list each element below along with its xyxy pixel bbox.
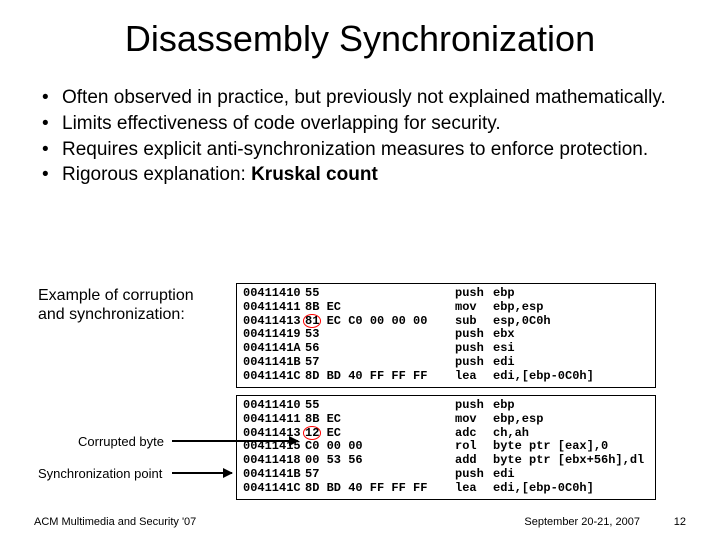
code-row: 00411415C0 00 00rolbyte ptr [eax],0 [243,440,649,454]
code-mnemonic: adc [455,427,493,441]
bullet-item: Rigorous explanation: Kruskal count [36,163,684,187]
sync-arrow-icon [172,472,232,474]
code-row: 004114118B ECmovebp,esp [243,413,649,427]
footer-page-number: 12 [674,516,686,528]
footer-left: ACM Multimedia and Security '07 [34,516,196,528]
example-label: Example of corruption and synchronizatio… [38,286,218,324]
bullet-list: Often observed in practice, but previous… [36,86,684,187]
code-address: 0041141B [243,356,305,370]
code-bytes: C0 00 00 [305,440,455,454]
code-row: 0041141C8D BD 40 FF FF FFleaedi,[ebp-0C0… [243,370,649,384]
code-address: 00411419 [243,328,305,342]
slide-title: Disassembly Synchronization [0,0,720,68]
code-address: 00411413 [243,315,305,329]
code-mnemonic: push [455,468,493,482]
code-operands: ebp,esp [493,413,543,427]
code-bytes: 8B EC [305,301,455,315]
code-operands: esp,0C0h [493,315,551,329]
highlighted-byte: 12 [303,426,321,440]
bullet-item: Requires explicit anti-synchronization m… [36,138,684,162]
code-operands: edi [493,356,515,370]
sync-point-label: Synchronization point [38,466,162,481]
code-mnemonic: add [455,454,493,468]
code-operands: edi,[ebp-0C0h] [493,370,594,384]
code-bytes: 00 53 56 [305,454,455,468]
code-mnemonic: push [455,356,493,370]
code-mnemonic: mov [455,301,493,315]
code-bytes: 8D BD 40 FF FF FF [305,370,455,384]
disassembly-corrupted: 0041141055pushebp004114118B ECmovebp,esp… [236,395,656,500]
code-bytes: 55 [305,287,455,301]
code-bytes: 55 [305,399,455,413]
code-operands: ebp [493,399,515,413]
code-address: 00411413 [243,427,305,441]
code-bytes: 57 [305,468,455,482]
code-operands: esi [493,342,515,356]
code-row: 0041141381 EC C0 00 00 00subesp,0C0h [243,315,649,329]
slide: Disassembly Synchronization Often observ… [0,0,720,540]
code-row: 0041141800 53 56addbyte ptr [ebx+56h],dl [243,454,649,468]
code-address: 00411410 [243,399,305,413]
code-operands: byte ptr [eax],0 [493,440,608,454]
code-row: 0041141055pushebp [243,287,649,301]
disassembly-original: 0041141055pushebp004114118B ECmovebp,esp… [236,283,656,388]
code-mnemonic: sub [455,315,493,329]
code-mnemonic: push [455,342,493,356]
code-address: 00411411 [243,301,305,315]
code-address: 0041141B [243,468,305,482]
corrupted-byte-label: Corrupted byte [78,434,164,449]
code-address: 0041141C [243,482,305,496]
bullet-item: Limits effectiveness of code overlapping… [36,112,684,136]
code-address: 00411411 [243,413,305,427]
code-row: 004114118B ECmovebp,esp [243,301,649,315]
code-row: 0041141055pushebp [243,399,649,413]
code-row: 0041141B57pushedi [243,356,649,370]
highlighted-byte: 81 [303,314,321,328]
code-bytes: 8D BD 40 FF FF FF [305,482,455,496]
code-operands: edi,[ebp-0C0h] [493,482,594,496]
code-operands: byte ptr [ebx+56h],dl [493,454,644,468]
code-mnemonic: push [455,287,493,301]
code-bytes: 81 EC C0 00 00 00 [305,315,455,329]
code-mnemonic: lea [455,370,493,384]
code-bytes: 53 [305,328,455,342]
code-operands: ebp,esp [493,301,543,315]
code-row: 0041141312 ECadcch,ah [243,427,649,441]
code-mnemonic: rol [455,440,493,454]
code-row: 0041141B57pushedi [243,468,649,482]
code-row: 0041141A56pushesi [243,342,649,356]
code-bytes: 12 EC [305,427,455,441]
code-address: 00411418 [243,454,305,468]
code-mnemonic: mov [455,413,493,427]
code-bytes: 8B EC [305,413,455,427]
code-address: 0041141A [243,342,305,356]
footer-date: September 20-21, 2007 [524,516,640,528]
code-mnemonic: push [455,399,493,413]
code-row: 0041141953pushebx [243,328,649,342]
code-mnemonic: push [455,328,493,342]
code-mnemonic: lea [455,482,493,496]
code-operands: ch,ah [493,427,529,441]
code-address: 00411415 [243,440,305,454]
code-row: 0041141C8D BD 40 FF FF FFleaedi,[ebp-0C0… [243,482,649,496]
code-operands: edi [493,468,515,482]
code-bytes: 57 [305,356,455,370]
code-address: 00411410 [243,287,305,301]
code-operands: ebx [493,328,515,342]
code-operands: ebp [493,287,515,301]
code-bytes: 56 [305,342,455,356]
bullet-item: Often observed in practice, but previous… [36,86,684,110]
code-address: 0041141C [243,370,305,384]
